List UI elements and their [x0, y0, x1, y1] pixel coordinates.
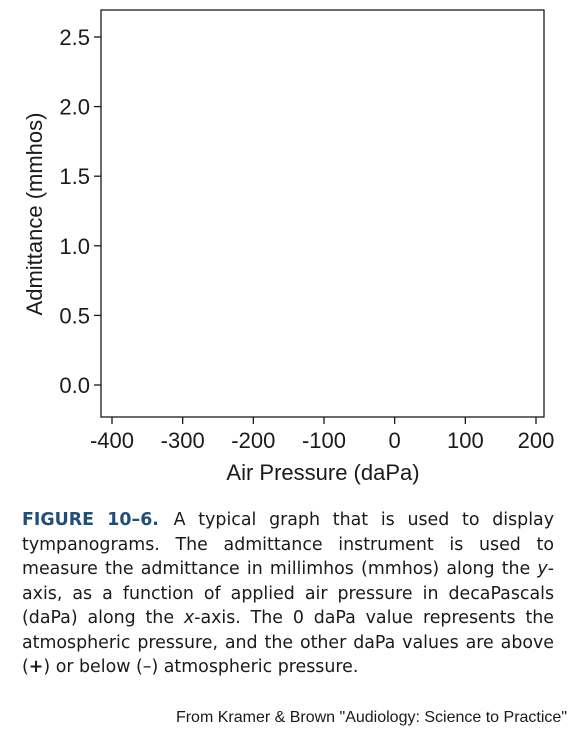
- y-tick-label: 1.0: [59, 234, 90, 259]
- caption-x-variable: x: [183, 608, 195, 628]
- caption-text-2: -axis, as a function of applied air pres…: [22, 559, 554, 628]
- x-axis: -400 -300 -200 -100 0 100 200: [90, 417, 554, 453]
- y-tick-label: 0.5: [59, 303, 90, 328]
- y-tick-label: 0.0: [59, 373, 90, 398]
- y-tick-label: 2.5: [59, 25, 90, 50]
- x-tick-label: -400: [90, 428, 134, 453]
- plot-frame: [100, 9, 545, 418]
- x-tick-label: -200: [231, 428, 275, 453]
- y-tick-label: 2.0: [59, 95, 90, 120]
- caption-text-4: ) or below (–) atmospheric pressure.: [43, 657, 359, 677]
- caption-y-variable: y: [537, 559, 548, 579]
- y-axis: 0.0 0.5 1.0 1.5 2.0 2.5: [59, 25, 101, 398]
- caption-text-1: A typical graph that is used to display …: [22, 510, 554, 579]
- x-tick-label: 100: [447, 428, 484, 453]
- x-tick-label: -100: [302, 428, 346, 453]
- tympanogram-chart: 0.0 0.5 1.0 1.5 2.0 2.5 -400 -300 -200 -100 0 100 2…: [22, 9, 554, 485]
- figure-label: FIGURE 10–6.: [22, 510, 159, 530]
- x-tick-label: 0: [389, 428, 401, 453]
- caption-plus-sign: +: [28, 657, 44, 677]
- x-tick-label: 200: [518, 428, 555, 453]
- figure-caption: FIGURE 10–6. A typical graph that is use…: [22, 508, 554, 680]
- x-axis-title: Air Pressure (daPa): [226, 460, 419, 485]
- y-tick-label: 1.5: [59, 164, 90, 189]
- x-tick-label: -300: [161, 428, 205, 453]
- source-credit: From Kramer & Brown "Audiology: Science …: [175, 709, 567, 726]
- y-axis-title: Admittance (mmhos): [22, 113, 47, 316]
- caption-text-3: -axis. The 0 daPa value represents the a…: [22, 608, 554, 677]
